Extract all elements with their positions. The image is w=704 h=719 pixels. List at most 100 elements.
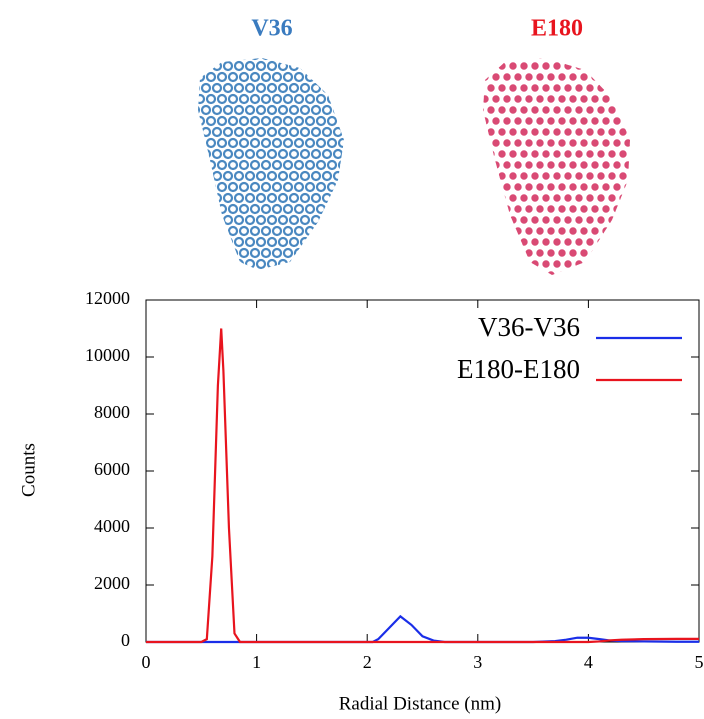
bead [337,137,344,149]
bead [266,258,278,270]
bead [536,161,544,169]
bead [255,170,267,182]
bead [260,181,272,193]
bead [315,137,327,149]
bead [266,82,278,94]
bead [558,95,566,103]
bead [211,192,223,204]
bead [483,183,489,191]
bead [205,58,217,61]
bead [332,236,344,248]
bead [198,247,206,259]
bead [315,58,327,61]
bead [498,260,506,268]
bead [304,225,316,237]
bead [624,73,630,81]
bead [315,115,327,127]
bead [277,104,289,116]
bead [558,183,566,191]
bead [293,203,305,215]
bead [498,128,506,136]
bead [332,192,344,204]
bead [310,126,322,138]
bead [613,139,621,147]
bead [492,249,500,257]
bead [608,260,616,268]
bead [602,139,610,147]
bead [564,84,572,92]
bead [509,62,517,70]
bead [536,271,544,275]
bead [198,148,201,160]
bead [198,225,206,237]
bead [569,117,577,125]
bead [586,238,594,246]
bead [332,60,344,72]
bead [564,194,572,202]
bead [304,203,316,215]
bead [271,137,283,149]
bead [200,126,212,138]
bead [255,214,267,226]
bead [602,183,610,191]
bead [211,236,223,248]
bead [282,203,294,215]
bead [299,214,311,226]
bead [591,227,599,235]
bead [536,117,544,125]
bead [288,170,300,182]
bead [233,60,245,72]
bead [547,117,555,125]
bead [249,159,261,171]
bead [343,258,344,270]
bead [216,159,228,171]
bead [514,183,522,191]
bead [631,107,637,113]
bead [580,161,588,169]
bead [211,82,223,94]
y-axis-label: Counts [18,443,39,497]
bead [483,139,489,147]
bead [483,73,489,81]
bead [558,73,566,81]
bead [547,205,555,213]
bead [200,236,212,248]
bead [542,172,550,180]
bead [198,236,201,248]
bead [321,170,333,182]
bead [531,106,539,114]
bead [602,227,610,235]
bead [332,170,344,182]
bead [238,203,250,215]
bead [310,60,322,72]
bead [624,139,630,147]
bead [498,238,506,246]
bead [564,216,572,224]
bead [624,161,630,169]
bead [244,126,256,138]
bead [227,137,239,149]
bead [315,225,327,237]
bead [222,214,234,226]
bead [492,271,500,275]
bead [310,192,322,204]
bead [211,104,223,116]
panel-title: E180 [531,16,583,42]
bead [222,82,234,94]
bead [200,170,212,182]
bead [514,249,522,257]
bead [271,181,283,193]
bead [514,161,522,169]
bead [222,60,234,72]
bead [514,117,522,125]
bead [326,115,338,127]
x-tick-label: 5 [695,652,704,672]
bead [260,247,272,259]
x-tick-label: 3 [473,652,482,672]
bead [525,205,533,213]
bead [293,71,305,83]
bead [255,148,267,160]
bead [483,161,489,169]
bead [575,194,583,202]
bead [271,58,283,61]
